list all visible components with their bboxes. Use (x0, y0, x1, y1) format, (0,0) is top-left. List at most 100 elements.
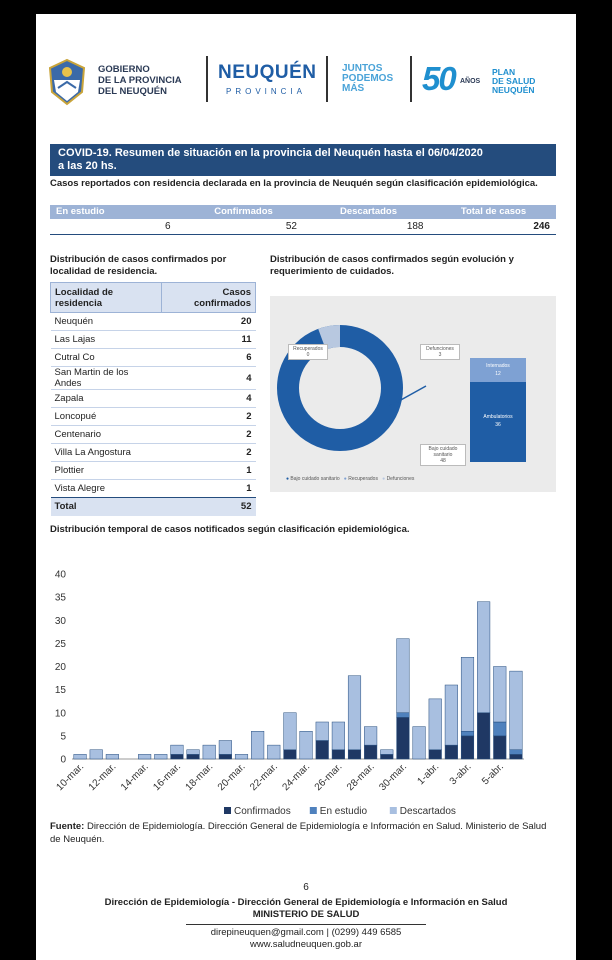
y-tick-label: 15 (55, 685, 67, 696)
y-tick-label: 30 (55, 616, 67, 627)
x-tick-label: 10-mar. (54, 761, 86, 793)
summary-title: Casos reportados con residencia declarad… (50, 178, 538, 189)
bar-confirmados (315, 740, 329, 760)
x-tick-label: 14-mar. (119, 761, 151, 793)
bar-descartados (444, 684, 458, 746)
locality-cases: 4 (161, 389, 256, 408)
x-tick-label: 26-mar. (313, 761, 345, 793)
bar-confirmados (396, 717, 410, 760)
bar-descartados (267, 744, 281, 760)
bar-descartados (509, 670, 523, 750)
bar-descartados (154, 754, 168, 760)
document-page: GOBIERNO DE LA PROVINCIA DEL NEUQUÉN NEU… (36, 14, 576, 960)
x-tick-label: 22-mar. (248, 761, 280, 793)
bar-confirmados (218, 754, 232, 760)
bar-descartados (170, 744, 184, 755)
bar-descartados (412, 726, 426, 760)
bar-confirmados (283, 749, 297, 760)
label-bajo-cuidado: Bajo cuidado sanitario 48 (420, 444, 466, 466)
report-banner: COVID-19. Resumen de situación en la pro… (50, 144, 556, 176)
source-note: Fuente: Dirección de Epidemiología. Dire… (50, 821, 547, 845)
y-tick-label: 25 (55, 639, 67, 650)
bar-descartados (186, 749, 200, 755)
bar-confirmados (331, 749, 345, 760)
internados-label: Internados (486, 363, 510, 369)
bar-descartados (460, 657, 475, 732)
bar-confirmados (509, 754, 523, 760)
label-defunciones: Defunciones 3 (420, 344, 460, 360)
x-tick-label: 12-mar. (87, 761, 119, 793)
total-value: 52 (161, 497, 256, 516)
locality-name: Villa La Angostura (50, 443, 162, 462)
bar-descartados (89, 749, 103, 760)
bar-descartados (380, 749, 394, 755)
locality-name: Zapala (50, 389, 162, 408)
footer-website[interactable]: www.saludneuquen.gob.ar (250, 939, 362, 950)
bar-en-estudio (509, 749, 523, 755)
bar-confirmados (186, 754, 200, 760)
x-tick-label: 16-mar. (151, 761, 183, 793)
government-name: GOBIERNO DE LA PROVINCIA DEL NEUQUÉN (98, 64, 182, 97)
bar-confirmados (170, 754, 184, 760)
footer-org: Dirección de Epidemiología - Dirección G… (104, 897, 508, 920)
locality-name: Cutral Co (50, 348, 162, 367)
locality-name: Las Lajas (50, 330, 162, 349)
summary-total-value: 246 (533, 221, 550, 232)
bar-descartados (477, 601, 491, 713)
locality-cases: 2 (161, 443, 256, 462)
donut-chart: Internados 12 Ambulatorios 36 Recuperado… (270, 296, 556, 492)
table-row: Plottier 1 (50, 461, 256, 480)
bar-confirmados (460, 735, 475, 760)
slogan: JUNTOS PODEMOS MÁS (342, 63, 394, 94)
legend-label: Confirmados (234, 806, 291, 817)
bar-internados (470, 358, 526, 382)
summary-header: Confirmados (214, 206, 273, 217)
plan-salud-logo: PLAN DE SALUD NEUQUÉN (492, 67, 536, 95)
separator (410, 56, 412, 102)
bar-confirmados (493, 735, 507, 760)
bar-en-estudio (493, 721, 507, 737)
legend-label: Descartados (400, 806, 456, 817)
chart-title: Distribución temporal de casos notificad… (50, 524, 410, 535)
bar-ambulatorios (470, 382, 526, 462)
summary-header: Total de casos (460, 206, 527, 217)
separator (326, 56, 328, 102)
localities-col-cases: Casos confirmados (160, 282, 257, 313)
bar-descartados (138, 754, 152, 760)
bar-descartados (105, 754, 119, 760)
localities-col-name: Localidad de residencia (50, 282, 162, 313)
locality-cases: 1 (161, 479, 256, 498)
summary-value: 188 (406, 221, 424, 232)
total-row: Total 52 (50, 497, 256, 516)
neuquen-brand: NEUQUÉN PROVINCIA (218, 62, 317, 96)
fifty-years-label: AÑOS (460, 78, 481, 85)
bar-confirmados (380, 754, 394, 760)
bar-en-estudio (460, 731, 475, 737)
locality-name: Centenario (50, 425, 162, 444)
legend-swatch (224, 807, 231, 814)
bar-descartados (347, 675, 362, 750)
provincial-crest-icon (48, 58, 86, 106)
fifty-years-logo: 50 (422, 60, 457, 97)
separator (206, 56, 208, 102)
table-row: Vista Alegre 1 (50, 479, 256, 498)
x-tick-label: 1-abr. (415, 761, 441, 787)
y-tick-label: 40 (55, 570, 67, 581)
bar-confirmados (428, 749, 442, 760)
table-row: Cutral Co 6 (50, 348, 256, 367)
bar-descartados (283, 712, 297, 750)
locality-cases: 1 (161, 461, 256, 480)
ambulatorios-value: 36 (495, 422, 501, 428)
locality-name: San Martin de los Andes (50, 366, 162, 390)
legend-swatch (389, 807, 397, 814)
bar-en-estudio (396, 712, 410, 718)
localities-title: Distribución de casos confirmados por lo… (50, 254, 227, 277)
x-tick-label: 30-mar. (377, 761, 409, 793)
bar-descartados (428, 698, 442, 750)
table-row: Zapala 4 (50, 389, 256, 408)
footer-email-phone: direpineuquen@gmail.com | (0299) 449 658… (210, 927, 402, 938)
bar-confirmados (347, 749, 362, 760)
temporal-bar-chart: 0 5 10 15 20 25 30 35 40 10-mar. 12-mar. 14-mar. 16-… (54, 570, 524, 817)
table-row: Villa La Angostura 2 (50, 443, 256, 462)
localities-table: Localidad de residencia Casos confirmado… (50, 282, 257, 516)
